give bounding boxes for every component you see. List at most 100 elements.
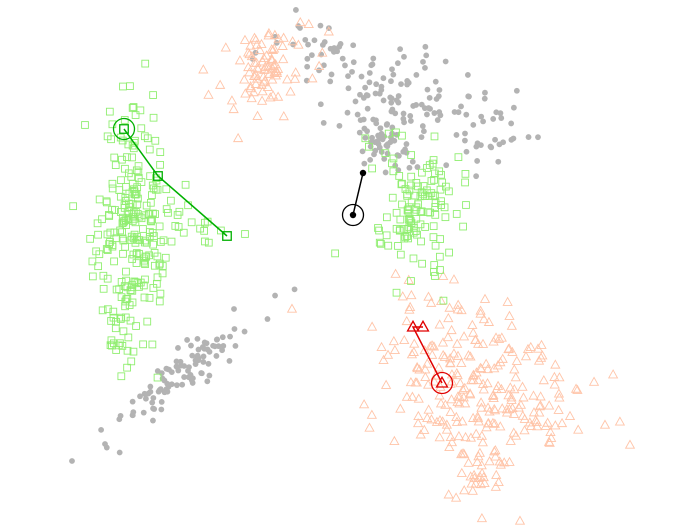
data-point bbox=[553, 388, 565, 398]
data-point bbox=[151, 210, 159, 218]
data-point bbox=[259, 64, 270, 74]
data-point bbox=[378, 354, 389, 364]
data-point bbox=[161, 253, 170, 262]
data-point bbox=[140, 409, 147, 416]
data-point bbox=[143, 134, 152, 143]
trajectory-point bbox=[406, 319, 420, 332]
data-point bbox=[461, 170, 470, 178]
data-point bbox=[442, 331, 454, 342]
trajectory-line bbox=[123, 128, 228, 237]
data-point bbox=[438, 178, 447, 187]
data-point bbox=[397, 291, 408, 301]
data-point bbox=[403, 206, 412, 215]
data-point bbox=[417, 207, 426, 216]
data-point bbox=[482, 89, 488, 96]
data-point bbox=[395, 99, 402, 106]
data-point bbox=[419, 190, 428, 199]
data-point bbox=[217, 226, 225, 235]
data-point bbox=[407, 113, 414, 119]
trajectory-point bbox=[119, 124, 129, 134]
data-point bbox=[444, 302, 455, 312]
data-point bbox=[409, 338, 420, 348]
data-point bbox=[273, 33, 284, 43]
data-point bbox=[155, 259, 164, 268]
data-point bbox=[361, 160, 368, 167]
data-point bbox=[422, 379, 434, 389]
data-point bbox=[376, 144, 383, 151]
data-point bbox=[472, 456, 483, 466]
data-point bbox=[459, 382, 470, 392]
data-point bbox=[241, 328, 248, 335]
data-point bbox=[458, 103, 464, 110]
data-point bbox=[573, 424, 584, 434]
data-point bbox=[462, 130, 468, 137]
data-point bbox=[376, 341, 387, 352]
data-point bbox=[268, 60, 279, 70]
data-point bbox=[159, 236, 168, 245]
data-point bbox=[426, 414, 437, 424]
data-point bbox=[108, 184, 117, 193]
data-point bbox=[366, 321, 378, 331]
data-point bbox=[422, 358, 433, 368]
data-point bbox=[104, 305, 112, 314]
data-point bbox=[445, 358, 456, 368]
data-point bbox=[388, 95, 395, 102]
data-point bbox=[403, 141, 410, 147]
data-point bbox=[445, 406, 456, 416]
data-point bbox=[406, 164, 413, 171]
data-point bbox=[376, 90, 383, 97]
series-1-points bbox=[198, 16, 636, 525]
data-point bbox=[122, 183, 130, 191]
data-point bbox=[468, 469, 480, 479]
data-point bbox=[624, 439, 636, 449]
data-point bbox=[389, 344, 401, 355]
data-point bbox=[481, 95, 488, 102]
data-point bbox=[360, 116, 367, 123]
data-point bbox=[110, 339, 118, 348]
data-point bbox=[445, 248, 453, 257]
data-point bbox=[504, 310, 515, 320]
data-point bbox=[416, 208, 425, 216]
data-point bbox=[381, 149, 390, 157]
data-point bbox=[434, 432, 445, 442]
data-point bbox=[451, 416, 463, 426]
data-point bbox=[374, 224, 382, 232]
data-point bbox=[451, 411, 462, 421]
data-point bbox=[110, 257, 118, 266]
data-point bbox=[130, 409, 137, 416]
data-point bbox=[128, 255, 136, 263]
data-point bbox=[149, 284, 158, 292]
data-point bbox=[420, 371, 431, 382]
data-point bbox=[213, 353, 220, 359]
data-point bbox=[476, 430, 488, 440]
data-point bbox=[388, 99, 395, 106]
data-point bbox=[388, 193, 397, 202]
data-point bbox=[120, 116, 129, 124]
data-point bbox=[528, 407, 540, 417]
data-point bbox=[111, 161, 120, 169]
data-point bbox=[364, 105, 371, 112]
data-point bbox=[158, 262, 167, 270]
data-point bbox=[383, 213, 391, 222]
data-point bbox=[484, 456, 495, 466]
data-point bbox=[446, 394, 457, 404]
data-point bbox=[570, 383, 582, 393]
data-point bbox=[457, 448, 469, 458]
data-point bbox=[450, 492, 462, 502]
data-point bbox=[143, 238, 151, 247]
data-point bbox=[456, 467, 467, 477]
data-point bbox=[134, 168, 143, 177]
data-point bbox=[103, 246, 112, 254]
data-point bbox=[126, 82, 134, 91]
data-point bbox=[359, 148, 366, 155]
data-point bbox=[269, 29, 281, 39]
data-point bbox=[429, 156, 438, 164]
data-point bbox=[553, 404, 564, 414]
data-point bbox=[520, 351, 532, 361]
data-point bbox=[407, 172, 416, 181]
data-point bbox=[389, 167, 398, 176]
data-point bbox=[525, 341, 536, 352]
data-point bbox=[137, 178, 146, 186]
data-point bbox=[112, 285, 121, 294]
data-point bbox=[465, 471, 476, 481]
